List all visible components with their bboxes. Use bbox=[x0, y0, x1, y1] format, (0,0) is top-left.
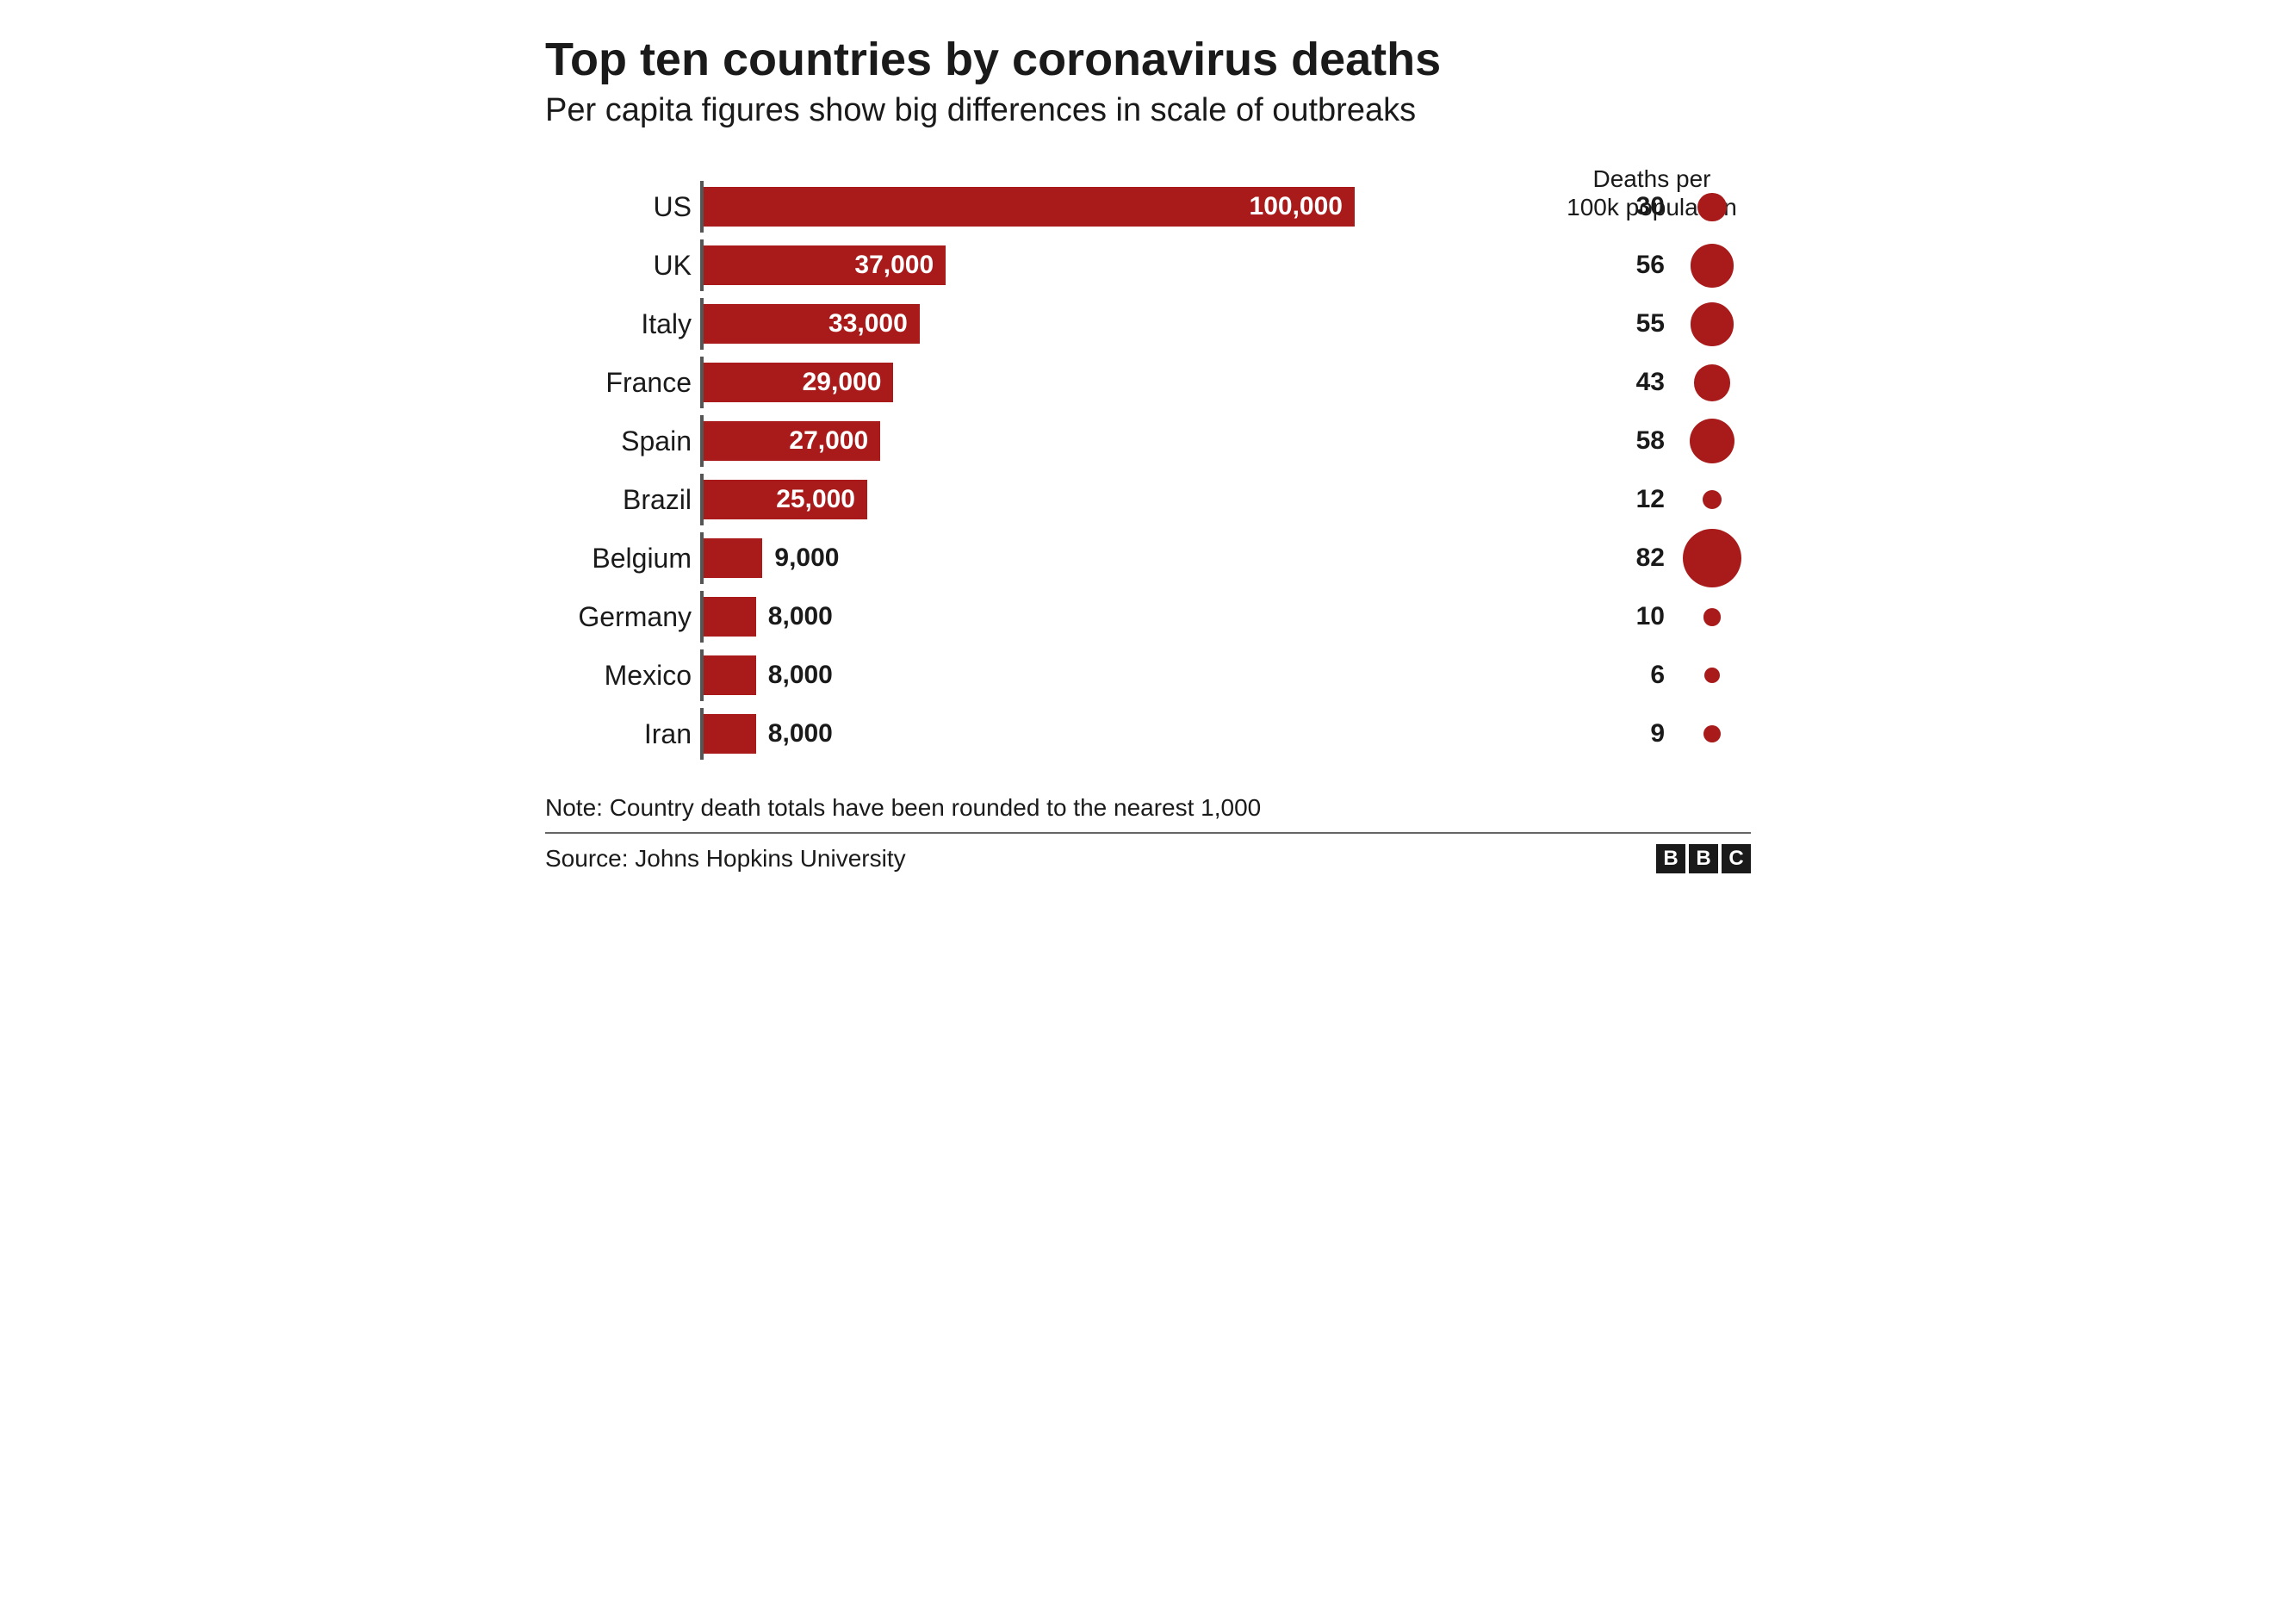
rate-cell: 58 bbox=[1553, 415, 1751, 467]
chart-subtitle: Per capita figures show big differences … bbox=[545, 92, 1751, 129]
bar-track: 8,000 bbox=[700, 708, 1355, 760]
bar: 100,000 bbox=[704, 187, 1355, 227]
bar-track: 33,000 bbox=[700, 298, 1355, 350]
rate-dot bbox=[1694, 364, 1730, 401]
chart-row: UK 37,000 56 bbox=[545, 239, 1751, 291]
chart-area: Deaths per 100k population US100,00030UK… bbox=[545, 181, 1751, 760]
chart-row: Spain 27,000 58 bbox=[545, 415, 1751, 467]
bar-value: 8,000 bbox=[756, 661, 845, 690]
bar-value: 33,000 bbox=[816, 309, 920, 339]
chart-row: Iran8,0009 bbox=[545, 708, 1751, 760]
bar-track: 27,000 bbox=[700, 415, 1355, 467]
country-label: Germany bbox=[545, 601, 700, 633]
rate-cell: 6 bbox=[1553, 649, 1751, 701]
country-label: Italy bbox=[545, 308, 700, 340]
rate-dot bbox=[1691, 244, 1734, 288]
bar-value: 8,000 bbox=[756, 602, 845, 631]
country-label: Belgium bbox=[545, 543, 700, 575]
bar: 27,000 bbox=[704, 421, 880, 461]
rate-dot bbox=[1703, 725, 1721, 742]
rate-cell: 10 bbox=[1553, 591, 1751, 643]
bbc-logo: BBC bbox=[1656, 844, 1751, 873]
bar-track: 37,000 bbox=[700, 239, 1355, 291]
bar: 33,000 bbox=[704, 304, 920, 344]
bar-track: 100,000 bbox=[700, 181, 1355, 233]
bar: 8,000 bbox=[704, 714, 756, 754]
chart-row: Mexico8,0006 bbox=[545, 649, 1751, 701]
bar-value: 29,000 bbox=[791, 368, 894, 397]
rate-dot bbox=[1691, 302, 1734, 345]
rate-cell: 30 bbox=[1553, 181, 1751, 233]
country-label: Iran bbox=[545, 718, 700, 750]
rate-cell: 82 bbox=[1553, 532, 1751, 584]
bar: 37,000 bbox=[704, 245, 946, 285]
country-label: Mexico bbox=[545, 660, 700, 692]
rate-dot bbox=[1703, 490, 1722, 509]
bar-track: 9,000 bbox=[700, 532, 1355, 584]
rate-cell: 9 bbox=[1553, 708, 1751, 760]
rate-value: 43 bbox=[1561, 368, 1665, 397]
country-label: France bbox=[545, 367, 700, 399]
rate-dot bbox=[1697, 193, 1727, 222]
chart-container: Top ten countries by coronavirus deaths … bbox=[545, 34, 1751, 873]
rate-cell: 12 bbox=[1553, 474, 1751, 525]
chart-row: France 29,000 43 bbox=[545, 357, 1751, 408]
chart-row: Germany8,00010 bbox=[545, 591, 1751, 643]
chart-source: Source: Johns Hopkins University bbox=[545, 845, 906, 873]
rate-value: 56 bbox=[1561, 251, 1665, 280]
rate-cell: 55 bbox=[1553, 298, 1751, 350]
bar: 8,000 bbox=[704, 597, 756, 637]
bar: 29,000 bbox=[704, 363, 893, 402]
country-label: Spain bbox=[545, 425, 700, 457]
rate-value: 6 bbox=[1561, 661, 1665, 690]
rate-value: 10 bbox=[1561, 602, 1665, 631]
rate-value: 58 bbox=[1561, 426, 1665, 456]
bar-value: 8,000 bbox=[756, 719, 845, 748]
chart-footer: Source: Johns Hopkins University BBC bbox=[545, 834, 1751, 873]
bar-value: 27,000 bbox=[777, 426, 880, 456]
rate-value: 30 bbox=[1561, 192, 1665, 221]
chart-rows: US 100,000 30 UK 37,000 56 Italy 33,000 55 France… bbox=[545, 181, 1751, 760]
bar-track: 29,000 bbox=[700, 357, 1355, 408]
rate-cell: 43 bbox=[1553, 357, 1751, 408]
bar-value: 25,000 bbox=[764, 485, 867, 514]
country-label: US bbox=[545, 191, 700, 223]
bbc-logo-letter: B bbox=[1656, 844, 1685, 873]
bar-value: 100,000 bbox=[1238, 192, 1355, 221]
rate-value: 9 bbox=[1561, 719, 1665, 748]
bar-value: 37,000 bbox=[842, 251, 946, 280]
dot-holder bbox=[1673, 695, 1751, 773]
rate-dot bbox=[1704, 668, 1720, 683]
bar-track: 25,000 bbox=[700, 474, 1355, 525]
rate-value: 12 bbox=[1561, 485, 1665, 514]
rate-cell: 56 bbox=[1553, 239, 1751, 291]
rate-value: 55 bbox=[1561, 309, 1665, 339]
chart-title: Top ten countries by coronavirus deaths bbox=[545, 34, 1751, 85]
bar: 8,000 bbox=[704, 655, 756, 695]
chart-row: Italy 33,000 55 bbox=[545, 298, 1751, 350]
chart-row: Brazil 25,000 12 bbox=[545, 474, 1751, 525]
chart-note: Note: Country death totals have been rou… bbox=[545, 794, 1751, 834]
bar: 9,000 bbox=[704, 538, 762, 578]
bbc-logo-letter: B bbox=[1689, 844, 1718, 873]
chart-row: US 100,000 30 bbox=[545, 181, 1751, 233]
rate-dot bbox=[1703, 608, 1722, 626]
bar-track: 8,000 bbox=[700, 591, 1355, 643]
chart-row: Belgium9,00082 bbox=[545, 532, 1751, 584]
country-label: Brazil bbox=[545, 484, 700, 516]
rate-dot bbox=[1690, 419, 1734, 463]
bar-value: 9,000 bbox=[762, 544, 851, 573]
country-label: UK bbox=[545, 250, 700, 282]
rate-value: 82 bbox=[1561, 544, 1665, 573]
bar: 25,000 bbox=[704, 480, 867, 519]
bar-track: 8,000 bbox=[700, 649, 1355, 701]
bbc-logo-letter: C bbox=[1722, 844, 1751, 873]
